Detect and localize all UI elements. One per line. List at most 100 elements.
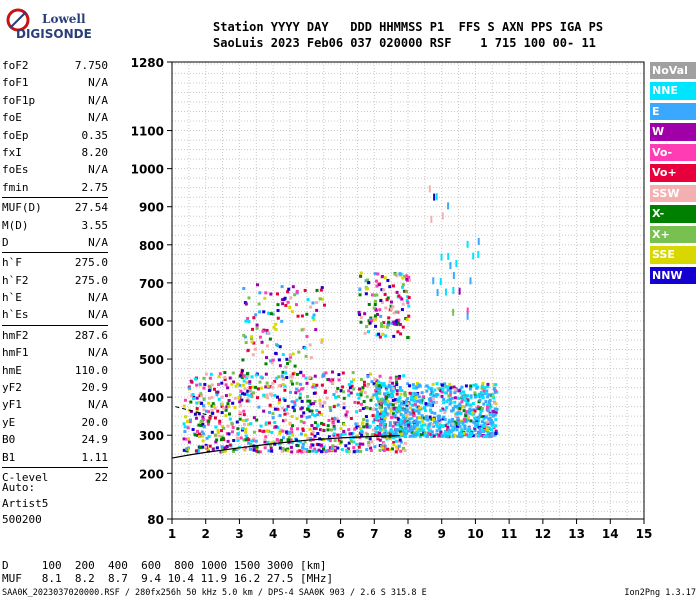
echo-point (443, 382, 447, 386)
echo-point (457, 423, 461, 427)
echo-point (268, 337, 272, 341)
echo-point (333, 427, 337, 431)
echo-point (457, 420, 461, 424)
echo-point (308, 415, 312, 419)
echo-point (315, 408, 319, 412)
echo-point (295, 372, 299, 376)
echo-point (254, 385, 258, 389)
echo-point (239, 436, 243, 440)
echo-point (217, 382, 221, 386)
echo-point (433, 193, 436, 201)
echo-point (377, 384, 381, 388)
echo-point (363, 312, 367, 316)
echo-point (274, 322, 278, 326)
echo-point (189, 400, 193, 404)
echo-point (378, 374, 382, 378)
echo-point (361, 407, 365, 411)
echo-point (349, 416, 353, 420)
echo-point (351, 431, 355, 435)
echo-point (449, 424, 453, 428)
echo-point (482, 389, 486, 393)
echo-point (410, 395, 414, 399)
digisonde-logo: Lowell DIGISONDE (2, 4, 92, 44)
echo-point (400, 432, 404, 436)
echo-point (466, 307, 469, 315)
echo-point (483, 421, 487, 425)
echo-point (426, 418, 430, 422)
echo-point (267, 410, 271, 414)
echo-point (465, 410, 469, 414)
echo-point (420, 424, 424, 428)
echo-point (295, 291, 299, 295)
echo-point (302, 421, 306, 425)
echo-point (401, 302, 405, 306)
echo-point (476, 394, 480, 398)
y-tick-label: 300 (139, 429, 164, 443)
echo-point (474, 383, 478, 387)
echo-point (327, 435, 331, 439)
echo-point (392, 433, 396, 437)
echo-point (280, 298, 284, 302)
echo-point (275, 395, 279, 399)
echo-point (448, 434, 452, 438)
legend-item: X- (650, 205, 696, 223)
echo-point (256, 387, 260, 391)
echo-point (328, 446, 332, 450)
param-value: 1.11 (81, 450, 109, 464)
echo-point (255, 445, 259, 449)
echo-point (415, 427, 419, 431)
param-value: N/A (88, 111, 108, 125)
echo-point (452, 272, 455, 280)
echo-point (463, 419, 467, 423)
echo-point (249, 422, 253, 426)
param-value: N/A (88, 93, 108, 107)
echo-point (452, 385, 456, 389)
echo-point (264, 372, 268, 376)
echo-point (387, 316, 391, 320)
echo-point (284, 371, 288, 375)
echo-point (210, 430, 214, 434)
echo-point (303, 440, 307, 444)
echo-point (223, 375, 227, 379)
y-tick-label: 200 (139, 467, 164, 481)
echo-point (204, 445, 208, 449)
param-row: fmin 2.75 (2, 179, 108, 196)
echo-point (183, 425, 187, 429)
echo-point (382, 325, 386, 329)
echo-point (401, 421, 405, 425)
echo-point (324, 371, 328, 375)
echo-point (356, 393, 360, 397)
echo-point (373, 272, 377, 276)
echo-point (409, 398, 413, 402)
echo-point (405, 318, 409, 322)
echo-point (452, 435, 456, 439)
echo-point (347, 383, 351, 387)
param-label: foF2 (2, 59, 29, 72)
software-version: Ion2Png 1.3.17 (624, 588, 696, 598)
echo-point (216, 430, 220, 434)
echo-point (220, 445, 224, 449)
echo-point (206, 410, 210, 414)
echo-point (476, 405, 480, 409)
echo-point (282, 297, 286, 301)
echo-point (305, 415, 309, 419)
echo-point (207, 435, 211, 439)
echo-point (227, 405, 231, 409)
param-value: 22 (94, 470, 108, 484)
echo-point (391, 381, 395, 385)
echo-point (466, 429, 470, 433)
echo-point (394, 320, 398, 324)
echo-point (374, 403, 378, 407)
echo-point (293, 293, 297, 297)
echo-point (444, 391, 448, 395)
echo-point (271, 416, 275, 420)
echo-point (290, 424, 294, 428)
echo-point (466, 394, 470, 398)
param-value: 20.9 (81, 381, 109, 395)
echo-point (402, 374, 406, 378)
param-value: N/A (88, 346, 108, 360)
echo-point (207, 396, 211, 400)
echo-point (294, 438, 298, 442)
echo-point (412, 399, 416, 403)
echo-point (200, 430, 204, 434)
